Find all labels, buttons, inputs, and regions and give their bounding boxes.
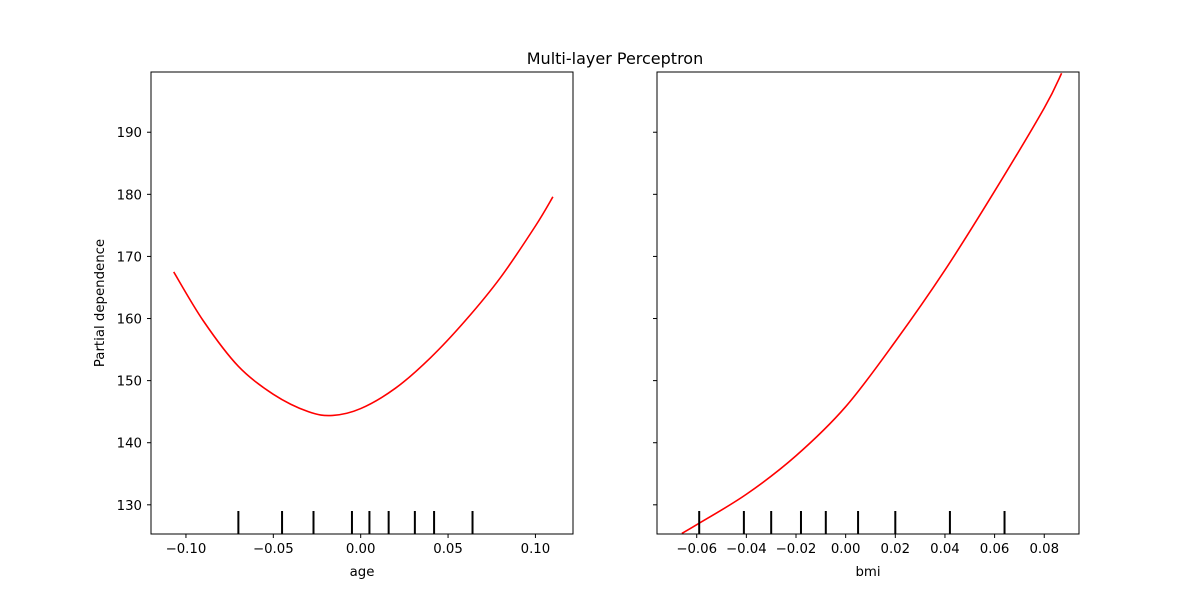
y-tick-label-4: 170 [117, 250, 142, 265]
x-tick-label-bmi-6: 0.06 [980, 542, 1010, 557]
x-tick-label-bmi-1: −0.04 [726, 542, 767, 557]
x-tick-label-bmi-3: 0.00 [831, 542, 861, 557]
y-tick-label-5: 180 [117, 188, 142, 203]
y-tick-label-1: 140 [117, 437, 142, 452]
x-tick-label-bmi-5: 0.04 [930, 542, 960, 557]
x-tick-label-bmi-4: 0.02 [881, 542, 911, 557]
y-tick-label-2: 150 [117, 375, 142, 390]
x-tick-label-bmi-7: 0.08 [1029, 542, 1059, 557]
x-tick-label-age-3: 0.05 [433, 542, 463, 557]
x-tick-label-age-0: −0.10 [166, 542, 207, 557]
x-axis-label-bmi: bmi [855, 565, 880, 580]
panel-bmi: −0.06 −0.04 −0.02 0.00 0.02 0.04 0.06 0.08 bmi [653, 71, 1080, 580]
x-tick-label-age-1: −0.05 [253, 542, 294, 557]
x-axis-label-age: age [350, 565, 375, 580]
y-tick-label-0: 130 [117, 499, 142, 514]
panel-age: −0.10 −0.05 0.00 0.05 0.10 130 140 150 160 170 180… [117, 71, 574, 580]
pd-line-bmi [681, 72, 1063, 534]
y-axis-label: Partial dependence [93, 239, 108, 367]
chart-title: Multi-layer Perceptron [527, 49, 703, 68]
x-tick-label-bmi-0: −0.06 [676, 542, 717, 557]
y-tick-label-3: 160 [117, 313, 142, 328]
pd-line-age [173, 196, 554, 417]
axes-frame-bmi [656, 71, 1080, 535]
x-tick-label-age-4: 0.10 [521, 542, 551, 557]
x-tick-label-age-2: 0.00 [346, 542, 376, 557]
x-tick-label-bmi-2: −0.02 [776, 542, 817, 557]
y-tick-label-6: 190 [117, 126, 142, 141]
axes-frame-age [150, 71, 574, 535]
